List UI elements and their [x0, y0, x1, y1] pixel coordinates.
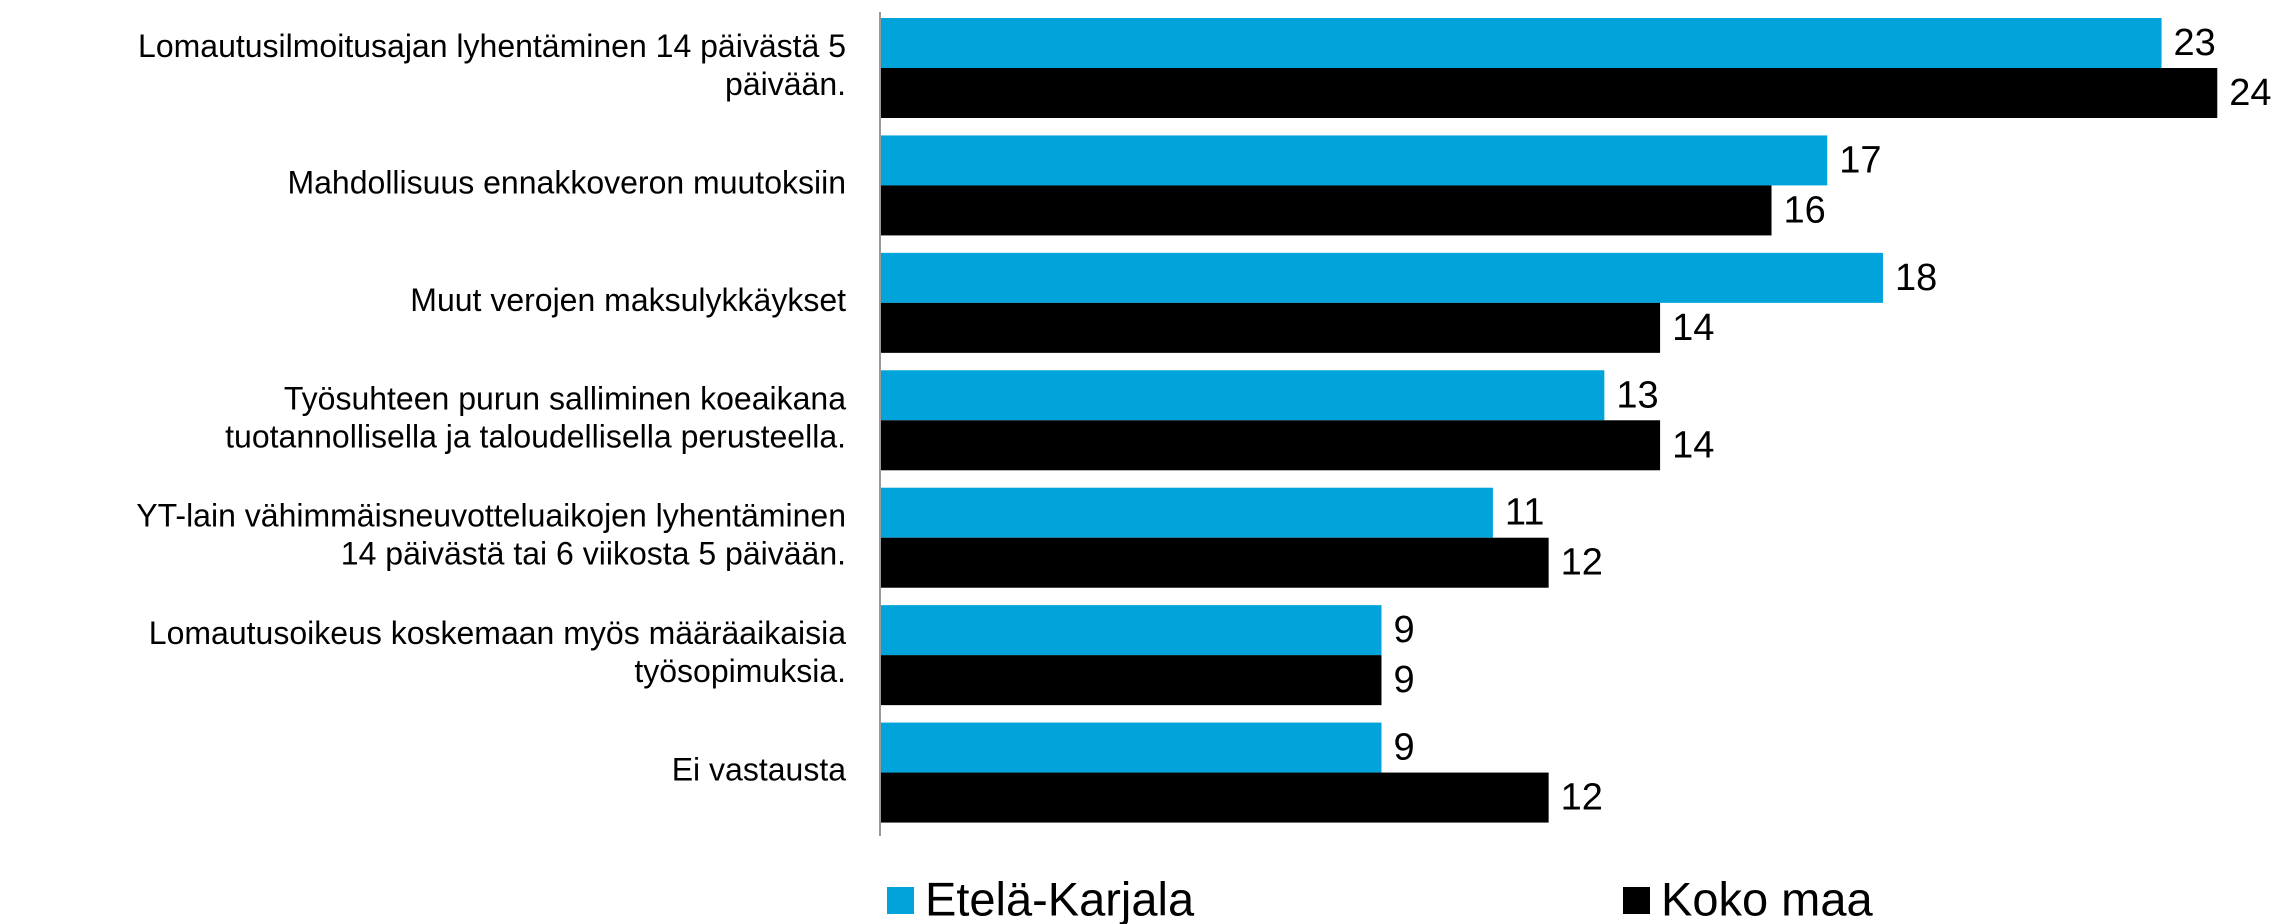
value-label: 23: [2174, 22, 2216, 64]
bar: [880, 605, 1382, 656]
bar: [880, 18, 2162, 68]
bar: [880, 68, 2218, 118]
bar: [880, 135, 1828, 186]
bar: [880, 537, 1549, 588]
bar: [880, 487, 1493, 538]
value-label: 12: [1561, 542, 1603, 584]
value-label: 11: [1505, 492, 1544, 534]
legend-swatch: [887, 887, 914, 914]
bar: [880, 302, 1661, 353]
value-label: 9: [1393, 727, 1414, 769]
value-label: 18: [1895, 257, 1937, 299]
bar: [880, 185, 1772, 236]
value-label: 12: [1561, 777, 1603, 819]
bar: [880, 655, 1382, 706]
bar: [880, 420, 1661, 471]
category-label: Muut verojen maksulykkäykset: [410, 282, 846, 318]
category-label: Työsuhteen purun salliminen koeaikana tuo…: [225, 381, 846, 455]
value-label: 9: [1393, 609, 1414, 651]
category-label: YT-lain vähimmäisneuvotteluaikojen lyhen…: [136, 498, 846, 572]
value-label: 13: [1616, 374, 1658, 416]
value-label: 17: [1839, 139, 1881, 181]
value-label: 14: [1672, 424, 1714, 466]
category-label: Ei vastausta: [672, 752, 847, 788]
bar: [880, 722, 1382, 773]
value-label: 24: [2229, 72, 2271, 114]
value-label: 9: [1393, 659, 1414, 701]
bar: [880, 370, 1605, 421]
bar: [880, 252, 1883, 303]
category-label: Lomautusilmoitusajan lyhentäminen 14 päi…: [138, 28, 846, 102]
category-label: Lomautusoikeus koskemaan myös määräaikai…: [149, 616, 846, 690]
legend-label: Koko maa: [1661, 872, 1873, 924]
value-label: 14: [1672, 307, 1714, 349]
value-label: 16: [1784, 189, 1826, 231]
legend-label: Etelä-Karjala: [925, 872, 1195, 924]
category-label: Mahdollisuus ennakkoveron muutoksiin: [287, 165, 846, 201]
legend-swatch: [1623, 887, 1650, 914]
bar: [880, 772, 1549, 823]
